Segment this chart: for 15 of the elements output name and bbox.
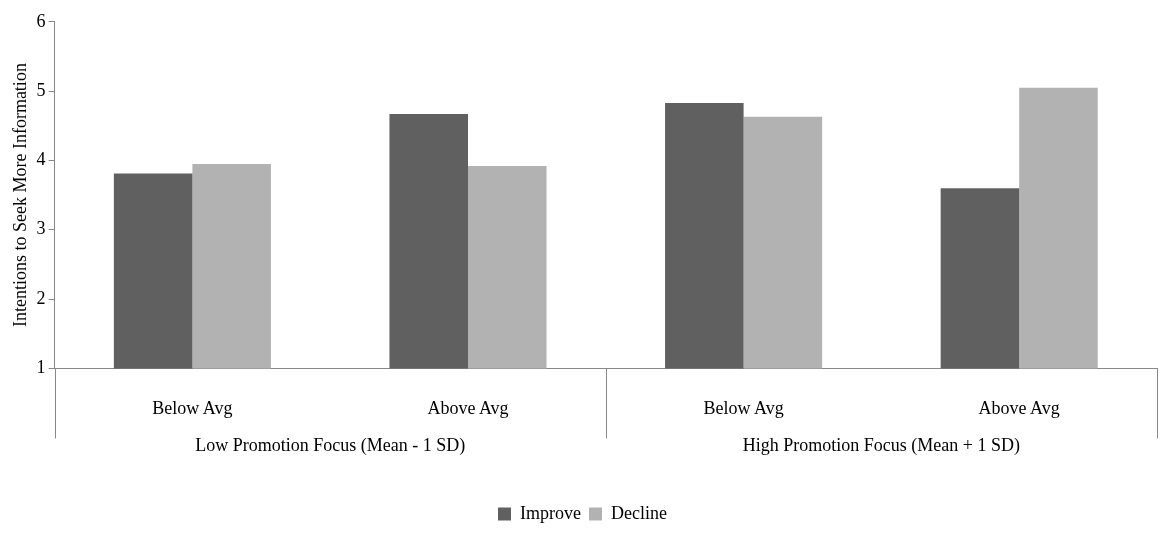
text: Low Promotion Focus (Mean - 1 SD) <box>195 435 466 457</box>
y-tick-label: 4 <box>36 149 46 170</box>
y-axis-title: Intentions to Seek More Information <box>9 63 30 328</box>
legend-label: Decline <box>611 502 667 523</box>
legend-label: Improve <box>520 502 582 523</box>
y-tick-label: 2 <box>36 287 46 308</box>
x-tick-label: Above Avg <box>427 397 509 418</box>
y-tick-label: 3 <box>36 218 46 239</box>
x-tick-label: Below Avg <box>152 397 233 418</box>
y-tick-label: 5 <box>36 79 46 100</box>
text: High Promotion Focus (Mean + 1 SD) <box>742 435 1020 457</box>
y-tick-label: 6 <box>36 10 46 31</box>
x-tick-label: Below Avg <box>703 397 784 418</box>
y-tick-label: 1 <box>36 357 46 378</box>
x-tick-label: Above Avg <box>978 397 1060 418</box>
